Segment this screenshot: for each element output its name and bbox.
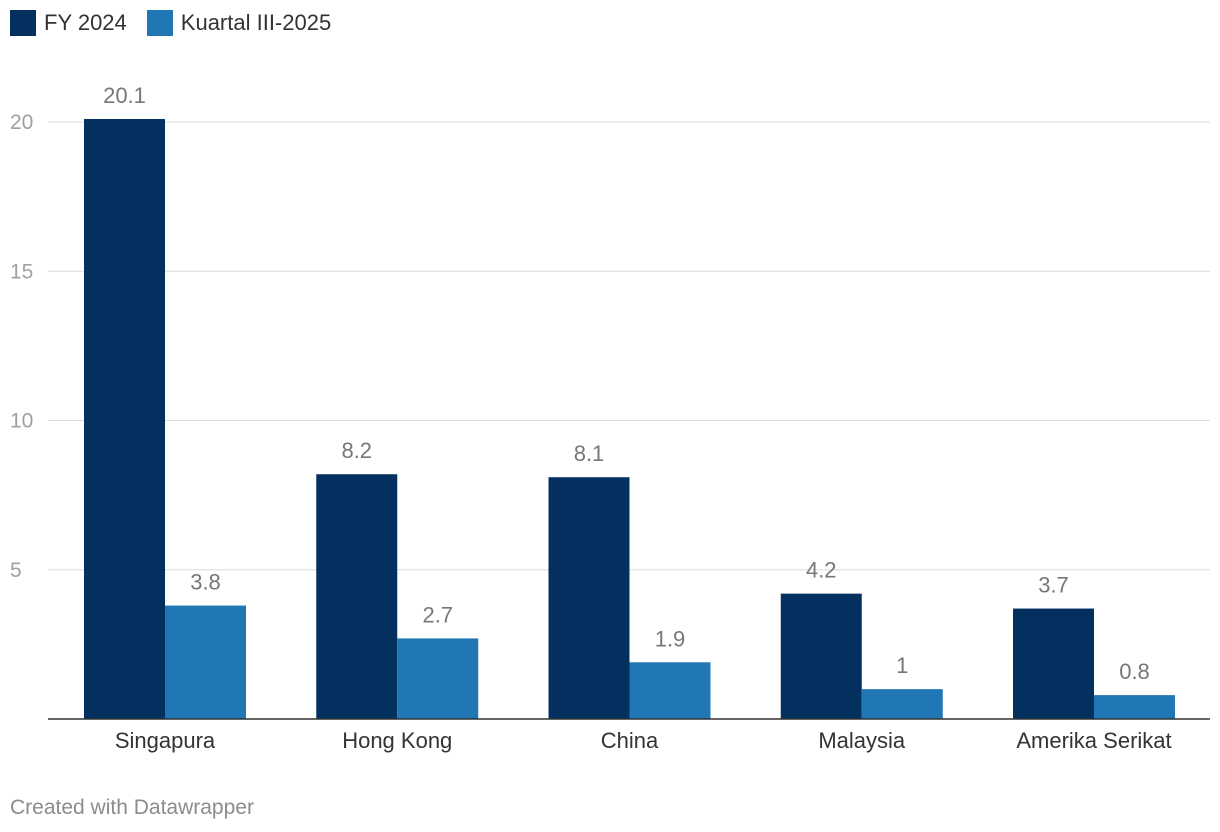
bar-fy-2024-2 (548, 477, 630, 719)
bar-fy-2024-4 (1013, 608, 1094, 719)
data-label-kuartal-iii-2025-0: 3.8 (190, 570, 221, 595)
legend-item-fy-2024: FY 2024 (10, 10, 127, 36)
x-tick-label-1: Hong Kong (342, 728, 452, 753)
data-label-fy-2024-1: 8.2 (341, 438, 372, 463)
y-tick-label-5: 5 (10, 559, 22, 582)
legend-item-kuartal-iii-2025: Kuartal III-2025 (146, 10, 332, 36)
bar-kuartal-iii-2025-3 (861, 689, 943, 719)
data-label-fy-2024-4: 3.7 (1038, 573, 1069, 598)
x-tick-label-3: Malaysia (818, 728, 906, 753)
data-label-kuartal-iii-2025-3: 1 (896, 653, 908, 678)
data-label-fy-2024-0: 20.1 (103, 83, 146, 108)
bar-kuartal-iii-2025-4 (1094, 695, 1175, 719)
data-label-fy-2024-3: 4.2 (806, 558, 837, 583)
y-tick-label-10: 10 (10, 410, 33, 433)
x-tick-label-4: Amerika Serikat (1016, 728, 1171, 753)
bar-kuartal-iii-2025-2 (629, 662, 711, 719)
legend-swatch-fy-2024 (10, 10, 36, 36)
y-tick-label-15: 15 (10, 260, 33, 283)
data-label-kuartal-iii-2025-4: 0.8 (1119, 659, 1150, 684)
legend: FY 2024 Kuartal III-2025 (10, 10, 331, 36)
legend-label-kuartal-iii-2025: Kuartal III-2025 (180, 10, 332, 35)
data-label-kuartal-iii-2025-1: 2.7 (422, 602, 453, 627)
bar-kuartal-iii-2025-0 (165, 605, 246, 719)
bar-fy-2024-0 (84, 119, 165, 719)
footer-credit: Created with Datawrapper (10, 796, 254, 819)
bar-fy-2024-1 (316, 474, 398, 719)
bar-chart: 5 10 15 20 20.1 3.8 Singapura 8.2 2.7 Hong Kong 8.… (10, 83, 1210, 753)
legend-label-fy-2024: FY 2024 (44, 10, 127, 35)
data-label-kuartal-iii-2025-2: 1.9 (655, 626, 686, 651)
data-label-fy-2024-2: 8.1 (574, 441, 605, 466)
legend-swatch-kuartal-iii-2025 (146, 10, 173, 36)
x-tick-label-2: China (601, 728, 659, 753)
bar-fy-2024-3 (780, 593, 862, 719)
bar-kuartal-iii-2025-1 (397, 638, 479, 719)
y-tick-label-20: 20 (10, 111, 33, 134)
x-tick-label-0: Singapura (115, 728, 216, 753)
